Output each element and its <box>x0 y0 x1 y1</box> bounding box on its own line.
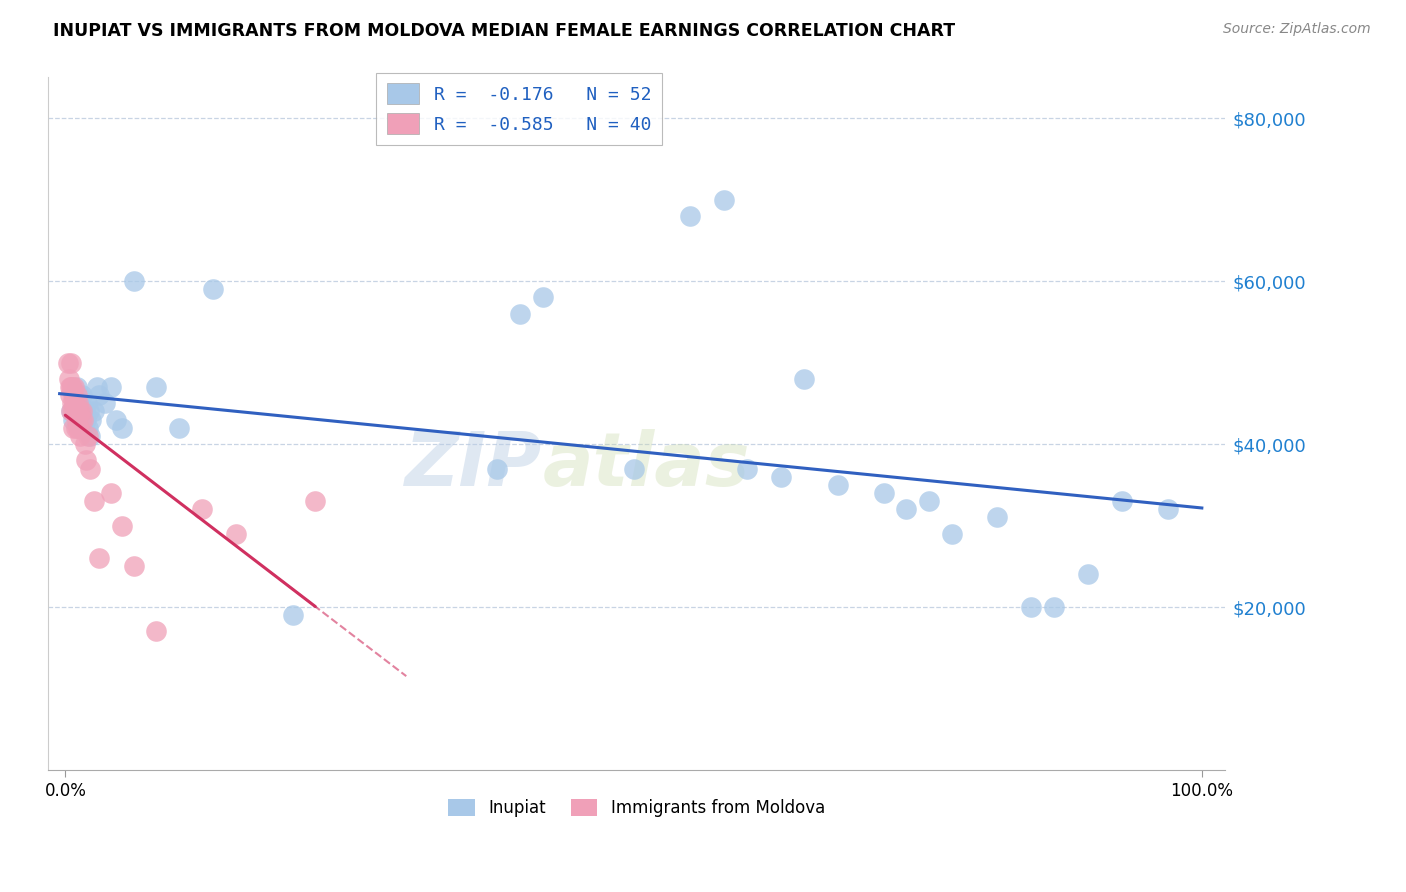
Point <box>67 404 90 418</box>
Point <box>122 559 145 574</box>
Point <box>69 429 91 443</box>
Point <box>80 412 103 426</box>
Point <box>66 380 89 394</box>
Point <box>145 380 167 394</box>
Point <box>60 396 83 410</box>
Point <box>66 421 89 435</box>
Point <box>79 461 101 475</box>
Point <box>202 282 225 296</box>
Point <box>62 421 84 435</box>
Point <box>66 412 89 426</box>
Point <box>59 404 82 418</box>
Point <box>67 388 90 402</box>
Point <box>65 421 87 435</box>
Point <box>167 421 190 435</box>
Point <box>735 461 758 475</box>
Point <box>73 437 96 451</box>
Point <box>75 453 97 467</box>
Point <box>122 274 145 288</box>
Point <box>59 380 82 394</box>
Point <box>83 494 105 508</box>
Point <box>281 608 304 623</box>
Legend: Inupiat, Immigrants from Moldova: Inupiat, Immigrants from Moldova <box>441 792 831 824</box>
Point <box>1077 567 1099 582</box>
Point <box>111 421 134 435</box>
Point <box>59 356 82 370</box>
Point <box>72 421 94 435</box>
Point <box>531 290 554 304</box>
Point <box>100 380 122 394</box>
Point <box>63 380 86 394</box>
Point <box>59 388 82 402</box>
Point <box>105 412 128 426</box>
Point <box>1157 502 1180 516</box>
Point <box>872 486 894 500</box>
Point <box>58 372 80 386</box>
Point <box>111 518 134 533</box>
Point <box>77 421 100 435</box>
Point <box>65 404 87 418</box>
Point <box>69 396 91 410</box>
Point <box>1021 600 1043 615</box>
Point <box>66 404 89 418</box>
Point <box>69 421 91 435</box>
Point <box>59 380 82 394</box>
Point <box>67 421 90 435</box>
Point <box>72 404 94 418</box>
Text: atlas: atlas <box>543 429 749 502</box>
Point <box>918 494 941 508</box>
Point <box>89 388 111 402</box>
Point <box>986 510 1008 524</box>
Point <box>486 461 509 475</box>
Point <box>86 380 108 394</box>
Point <box>304 494 326 508</box>
Point <box>72 388 94 402</box>
Point <box>66 388 89 402</box>
Point <box>1111 494 1133 508</box>
Text: ZIP: ZIP <box>405 429 543 502</box>
Text: INUPIAT VS IMMIGRANTS FROM MOLDOVA MEDIAN FEMALE EARNINGS CORRELATION CHART: INUPIAT VS IMMIGRANTS FROM MOLDOVA MEDIA… <box>53 22 956 40</box>
Point <box>100 486 122 500</box>
Point <box>793 372 815 386</box>
Point <box>62 404 84 418</box>
Point <box>679 209 702 223</box>
Point <box>1043 600 1066 615</box>
Point <box>56 356 79 370</box>
Point <box>623 461 645 475</box>
Point <box>60 380 83 394</box>
Point <box>62 412 84 426</box>
Point <box>70 412 93 426</box>
Point <box>190 502 212 516</box>
Point <box>66 396 89 410</box>
Point <box>62 388 84 402</box>
Point <box>65 404 87 418</box>
Point <box>66 396 89 410</box>
Point <box>770 469 793 483</box>
Point <box>83 404 105 418</box>
Point <box>509 307 531 321</box>
Point <box>69 404 91 418</box>
Point <box>89 551 111 566</box>
Point <box>72 412 94 426</box>
Point <box>75 412 97 426</box>
Point <box>225 526 247 541</box>
Point <box>77 404 100 418</box>
Point <box>72 404 94 418</box>
Point <box>76 396 98 410</box>
Text: Source: ZipAtlas.com: Source: ZipAtlas.com <box>1223 22 1371 37</box>
Point <box>63 396 86 410</box>
Point <box>94 396 117 410</box>
Point <box>941 526 963 541</box>
Point <box>77 429 100 443</box>
Point <box>896 502 918 516</box>
Point <box>63 388 86 402</box>
Point <box>145 624 167 639</box>
Point <box>79 429 101 443</box>
Point <box>713 193 735 207</box>
Point <box>73 404 96 418</box>
Point <box>827 478 849 492</box>
Point <box>59 404 82 418</box>
